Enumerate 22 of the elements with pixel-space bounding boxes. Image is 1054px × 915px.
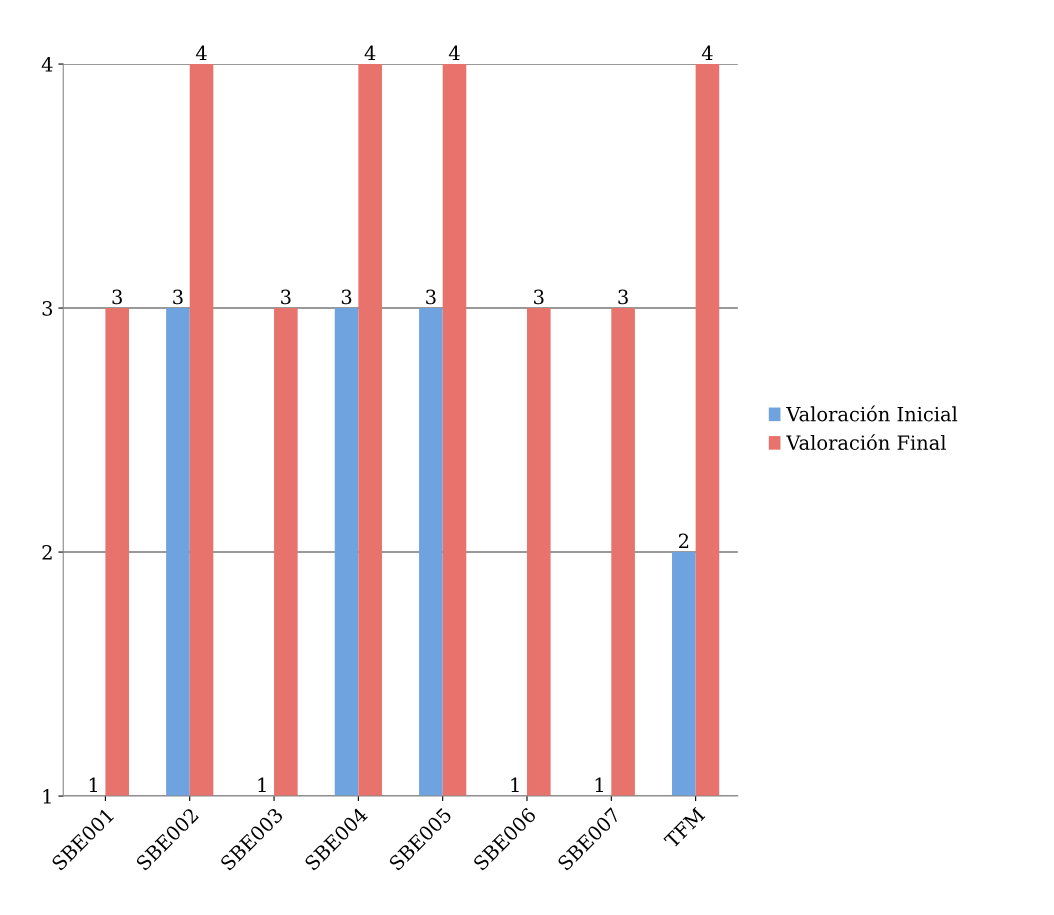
y-tick-label: 4 — [41, 57, 53, 72]
legend-label: Valoración Final — [786, 434, 946, 450]
data-label: 3 — [426, 289, 436, 305]
data-label: 3 — [281, 289, 291, 305]
data-label: 3 — [112, 289, 122, 305]
data-label: 4 — [195, 45, 207, 61]
data-label: 3 — [618, 289, 628, 305]
data-label: 4 — [701, 45, 713, 61]
y-tick-label: 2 — [42, 545, 52, 560]
legend-label: Valoración Inicial — [786, 405, 958, 422]
y-tick-label: 1 — [43, 789, 51, 804]
data-label: 4 — [448, 45, 460, 61]
data-label: 3 — [341, 289, 352, 305]
data-label: 4 — [364, 45, 376, 61]
data-label: 1 — [595, 777, 603, 793]
data-label: 3 — [534, 289, 544, 305]
y-tick-label: 3 — [42, 301, 53, 316]
data-label: 1 — [89, 777, 98, 793]
data-label: 1 — [258, 777, 266, 793]
data-label: 2 — [678, 533, 689, 549]
data-label: 3 — [173, 289, 183, 305]
data-label: 1 — [511, 777, 519, 793]
